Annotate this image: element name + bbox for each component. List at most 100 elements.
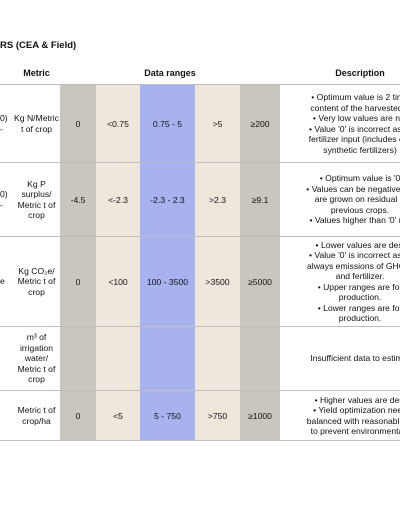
range-cell: >750 [195, 390, 240, 441]
metric-text: Kg P surplus/ Metric t of crop [17, 178, 56, 221]
description-line: • Values higher than '0' ma [309, 215, 400, 226]
metric-text: m³ of irrigation water/ Metric t of crop [17, 332, 56, 385]
range-text: >5 [212, 118, 223, 129]
metric-cell: Kg P surplus/ Metric t of crop [13, 162, 60, 237]
range-text: 100 - 3500 [146, 276, 189, 287]
range-text: 0.75 - 5 [152, 118, 183, 129]
range-text: >2.3 [209, 194, 226, 205]
description-cell: • Optimum value is 2 time content of the … [280, 84, 400, 163]
range-text: <0.75 [107, 118, 129, 129]
range-text: 5 - 750 [154, 410, 181, 421]
description-line: are grown on residual P [314, 194, 400, 205]
range-cell: <0.75 [96, 84, 140, 163]
range-cell: -2.3 - 2.3 [140, 162, 195, 237]
metric-text: Kg N/Metric t of crop [14, 113, 59, 134]
prefix-text: - [0, 199, 3, 210]
range-cell [60, 326, 96, 391]
metric-cell: Kg CO₂e/ Metric t of crop [13, 236, 60, 327]
range-cell [140, 326, 195, 391]
range-cell: 100 - 3500 [140, 236, 195, 327]
range-cell [96, 326, 140, 391]
description-line: • Very low values are not [312, 113, 400, 123]
range-text: 0 [75, 276, 81, 287]
range-text: 0 [75, 118, 81, 129]
range-text: ≥5000 [248, 276, 272, 287]
range-cell: 0.75 - 5 [140, 84, 195, 163]
row-prefix [0, 326, 13, 391]
description-line: synthetic fertilizers) [323, 144, 397, 155]
metric-text: Kg CO₂e/ Metric t of crop [17, 265, 56, 297]
description-line: fertilizer input (includes org [308, 134, 400, 144]
description-line: • Higher values are desi [314, 394, 400, 405]
table-row: m³ of irrigation water/ Metric t of crop… [0, 326, 400, 391]
range-text: ≥1000 [248, 410, 272, 421]
description-cell: • Optimum value is '0 • Values can be neg… [280, 162, 400, 237]
range-cell: ≥5000 [240, 236, 281, 327]
range-cell: >2.3 [195, 162, 240, 237]
range-text: ≥9.1 [251, 194, 269, 205]
range-text: -4.5 [70, 194, 86, 205]
prefix-text: 0) [0, 189, 8, 199]
description-cell: Insufficient data to estimat [280, 326, 400, 391]
description-line: • Lower ranges are for [317, 302, 400, 313]
column-header: Description [280, 62, 400, 85]
range-cell [240, 326, 281, 391]
range-cell [195, 326, 240, 391]
row-prefix: 0) - [0, 84, 13, 163]
description-line: • Value '0' is incorrect as cr [308, 123, 400, 134]
description-line: previous crops. [330, 204, 390, 215]
range-cell: 0 [60, 236, 96, 327]
prefix-text: e [0, 276, 5, 287]
range-cell: 0 [60, 84, 96, 163]
range-cell: -4.5 [60, 162, 96, 237]
range-text: <5 [113, 410, 123, 421]
description-line: • Upper ranges are for [317, 281, 400, 292]
description-line: balanced with reasonable in [306, 415, 400, 426]
range-text: <-2.3 [108, 194, 128, 205]
range-cell: <5 [96, 390, 140, 441]
description-line: Insufficient data to estimat [310, 353, 400, 364]
table-row: e Kg CO₂e/ Metric t of crop 0 <100 100 - 350… [0, 236, 400, 327]
metric-text: Metric t of crop/ha [17, 405, 56, 426]
range-cell: <100 [96, 236, 140, 327]
description-line: • Values can be negative wh [306, 183, 400, 194]
row-prefix: e [0, 236, 13, 327]
description-line: • Optimum value is 2 time [311, 92, 400, 102]
range-cell: >5 [195, 84, 240, 163]
range-cell: >3500 [195, 236, 240, 327]
column-header: Metric [13, 62, 60, 85]
description-line: • Value '0' is incorrect as th [308, 250, 400, 260]
column-header: Data ranges [60, 62, 281, 85]
row-prefix: 0) - [0, 162, 13, 237]
prefix-text: 0) [0, 113, 8, 123]
header-row: Metric Data ranges Description [0, 62, 400, 85]
description-line: and fertilizer. [335, 271, 385, 281]
range-cell: 5 - 750 [140, 390, 195, 441]
description-line: • Yield optimization need [313, 405, 400, 415]
range-cell: <-2.3 [96, 162, 140, 237]
range-text: 0 [75, 410, 81, 421]
table: Metric Data ranges Description 0) - Kg N/M… [0, 62, 400, 441]
metric-cell: m³ of irrigation water/ Metric t of crop [13, 326, 60, 391]
range-text: ≥200 [250, 118, 270, 129]
blank [0, 62, 13, 85]
range-text: <100 [108, 276, 128, 287]
table-row: 0) - Kg N/Metric t of crop 0 <0.75 0.75 - 5 >5… [0, 84, 400, 163]
range-cell: ≥200 [240, 84, 281, 163]
description-line: production. [338, 313, 382, 323]
range-text: -2.3 - 2.3 [150, 194, 185, 205]
range-text: >750 [207, 410, 228, 421]
description-cell: • Lower values are desi • Value '0' is in… [280, 236, 400, 327]
description-line: • Lower values are desi [315, 239, 400, 250]
description-line: always emissions of GHG fr [307, 260, 400, 271]
metric-cell: Kg N/Metric t of crop [13, 84, 60, 163]
title: RS (CEA & Field) [0, 40, 77, 51]
range-text: >3500 [205, 276, 230, 287]
range-cell: ≥1000 [240, 390, 281, 441]
description-line: production. [338, 292, 382, 302]
description-cell: • Higher values are desi • Yield optimiza… [280, 390, 400, 441]
range-cell: 0 [60, 390, 96, 441]
table-row: 0) - Kg P surplus/ Metric t of crop -4.5 <-2… [0, 162, 400, 237]
range-cell: ≥9.1 [240, 162, 281, 237]
